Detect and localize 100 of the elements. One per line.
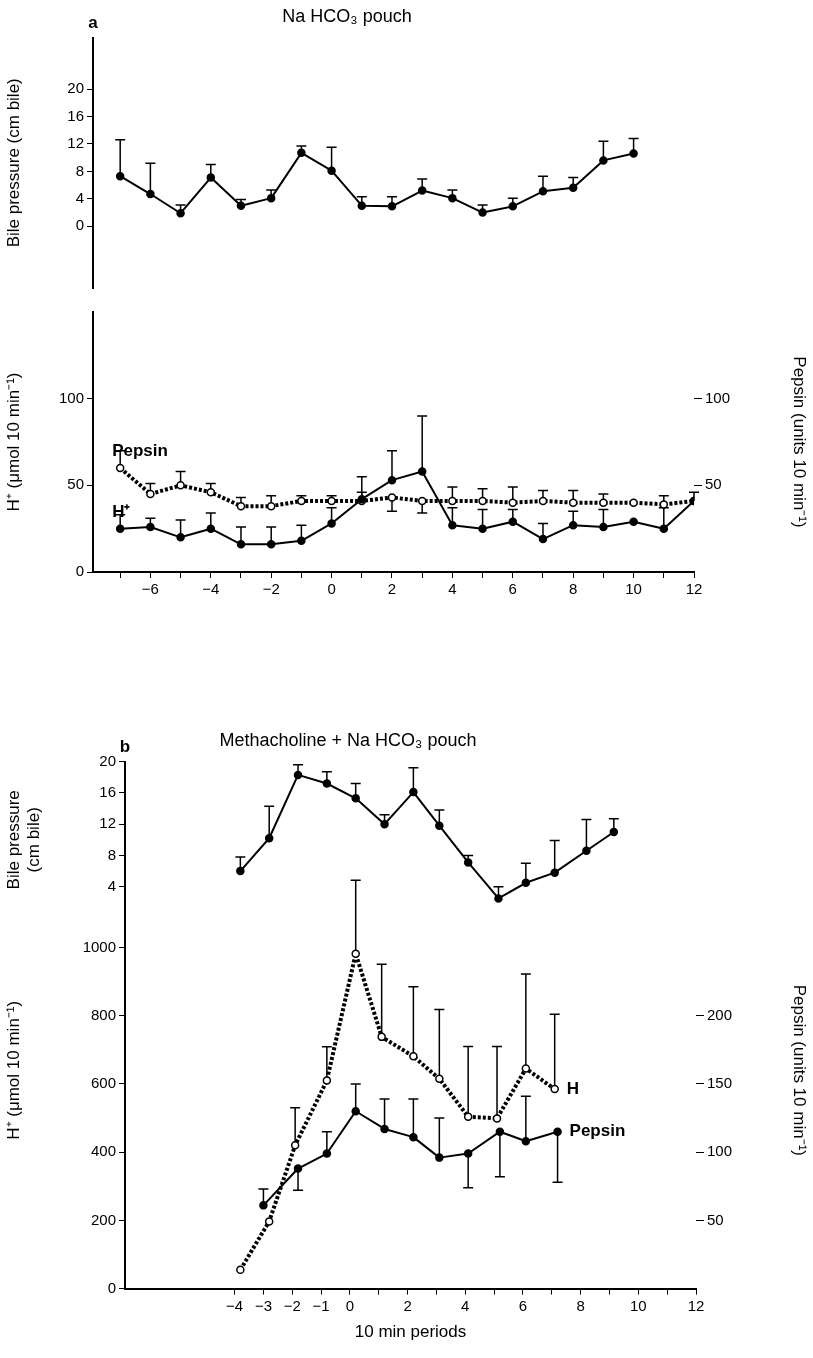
point (206, 173, 216, 182)
text: a (88, 12, 99, 32)
y-axis-title: H⁺ (μmol 10 min⁻¹) (3, 1000, 23, 1140)
point (417, 496, 427, 506)
point (435, 821, 444, 830)
x-tick-label: 10 (625, 580, 642, 598)
point (259, 1201, 268, 1210)
point (146, 489, 155, 499)
point (327, 496, 336, 506)
point (463, 1149, 473, 1158)
x-tick-label: −1 (312, 1296, 330, 1314)
x-tick-label: 8 (569, 580, 578, 598)
x-tick-label: −3 (254, 1296, 272, 1314)
point (387, 493, 397, 502)
point (599, 522, 608, 532)
point (478, 208, 487, 217)
x-tick-label: 8 (576, 1296, 585, 1314)
point (290, 1141, 300, 1150)
point (297, 148, 306, 158)
y-tick-label: 1000 (82, 937, 116, 955)
point (293, 770, 303, 780)
y-tick-label: 16 (67, 106, 84, 124)
point (494, 894, 503, 903)
point (629, 517, 638, 526)
y-tick-label: 800 (90, 1005, 116, 1023)
point (409, 787, 418, 797)
point (568, 520, 578, 530)
point (508, 202, 518, 211)
x-tick-label: −4 (202, 580, 220, 598)
point (266, 193, 276, 203)
y-tick-label: 12 (67, 134, 84, 152)
point (115, 171, 125, 181)
point (550, 1084, 559, 1094)
x-tick-label: 6 (518, 1296, 528, 1314)
point (659, 500, 669, 509)
point (508, 498, 518, 507)
y2-tick-label: 100 (707, 1142, 733, 1160)
x-tick-label: 0 (345, 1296, 355, 1314)
y-tick-label: 20 (99, 751, 116, 769)
y-tick-label: 12 (99, 814, 116, 832)
series-label: Pepsin (112, 441, 168, 460)
point (538, 534, 548, 544)
point (266, 501, 276, 511)
point (264, 1217, 274, 1226)
point (417, 186, 427, 195)
y-tick-label: 20 (67, 79, 84, 97)
point (568, 498, 578, 507)
x-tick-label: −6 (141, 580, 159, 598)
point (463, 1112, 473, 1121)
point (351, 794, 360, 803)
x-tick-label: 10 (629, 1296, 647, 1314)
point (327, 519, 336, 528)
point (380, 1124, 389, 1134)
point (176, 533, 185, 542)
y2-tick-label: 200 (707, 1005, 733, 1023)
point (435, 1074, 444, 1084)
point (448, 520, 457, 530)
x-tick-label: −4 (226, 1296, 244, 1314)
point (659, 524, 669, 533)
point (417, 467, 427, 476)
y2-tick-label: 100 (705, 388, 731, 406)
chart-title: Na HCO₃ pouch (282, 5, 412, 26)
point (322, 1149, 332, 1158)
point (448, 496, 457, 506)
x-tick-label: −2 (283, 1296, 301, 1314)
point (463, 858, 473, 867)
y-tick-label: 0 (75, 562, 84, 580)
point (377, 1032, 386, 1042)
point (206, 524, 216, 533)
point (521, 878, 531, 888)
y-axis-title: H⁺ (μmol 10 min⁻¹) (3, 372, 23, 512)
point (236, 540, 246, 549)
point (538, 187, 548, 196)
y-tick-label: 16 (99, 783, 116, 801)
point (599, 156, 608, 165)
point (478, 524, 487, 533)
y-tick-label: 50 (67, 475, 84, 493)
y-tick-label: 8 (75, 161, 84, 179)
point (508, 517, 518, 526)
point (478, 496, 487, 506)
point (387, 475, 397, 485)
x-tick-label: 0 (327, 580, 336, 598)
series-label: H (566, 1078, 579, 1098)
point (322, 779, 332, 788)
y2-axis-title: Pepsin (units 10 min⁻¹) (790, 984, 810, 1156)
y-axis-title: Bile pressure (cm bile) (3, 78, 23, 248)
series-label: H⁺ (112, 501, 131, 521)
x-tick-label: 12 (685, 580, 703, 598)
point (409, 1052, 418, 1061)
x-tick-label: −2 (262, 580, 280, 598)
point (115, 463, 125, 473)
text: b (119, 736, 131, 756)
y-axis-title: Bile pressure (cm bile) (3, 790, 44, 890)
point (492, 1114, 502, 1123)
point (351, 1106, 360, 1116)
y2-tick-label: 150 (707, 1074, 733, 1092)
y-tick-label: 0 (107, 1278, 116, 1296)
x-tick-label: 4 (448, 580, 457, 598)
y-tick-label: 0 (75, 216, 84, 234)
point (629, 149, 638, 158)
